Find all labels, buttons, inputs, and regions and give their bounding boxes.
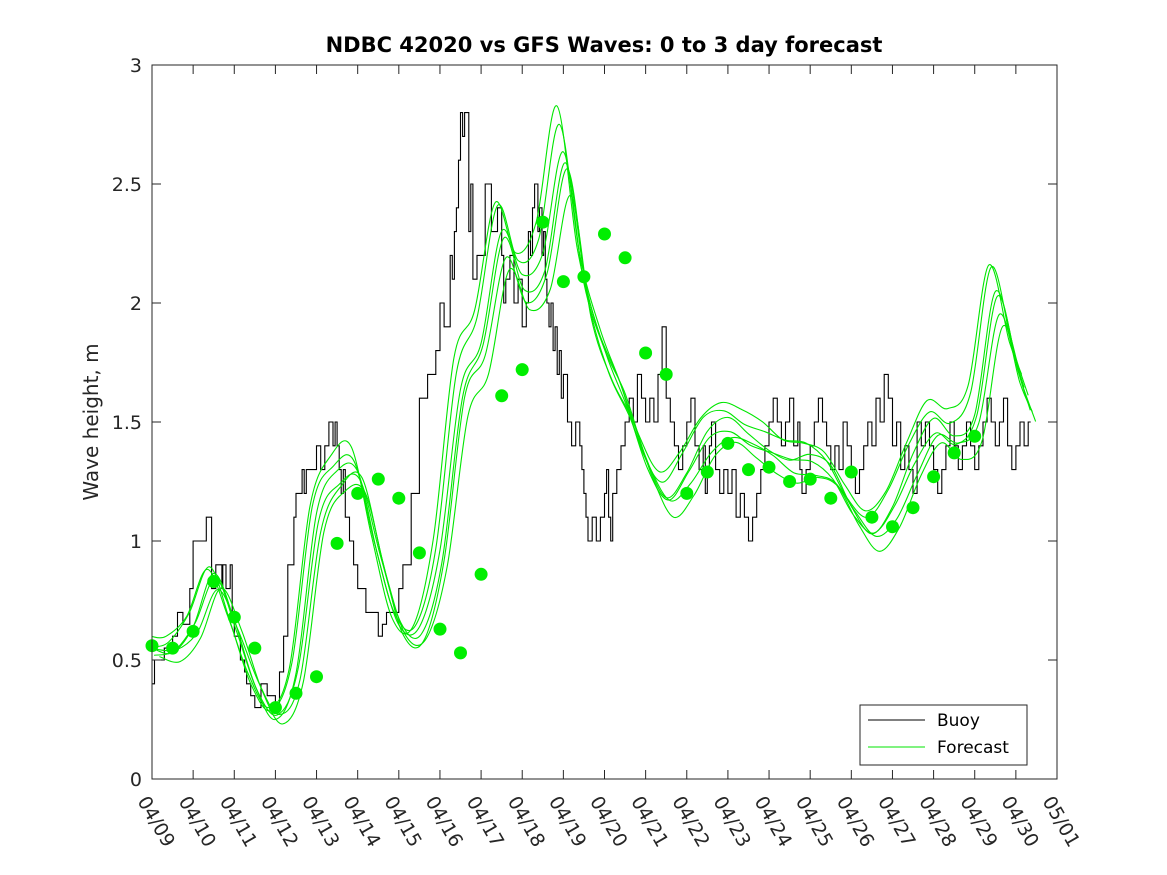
forecast-analysis-point	[166, 641, 180, 655]
y-axis-label: Wave height, m	[79, 343, 103, 500]
forecast-analysis-point	[927, 470, 941, 484]
forecast-analysis-point	[659, 367, 673, 381]
forecast-analysis-point	[577, 270, 591, 284]
forecast-analysis-point	[536, 215, 550, 229]
forecast-analysis-point	[310, 670, 323, 684]
forecast-analysis-point	[618, 251, 632, 265]
forecast-analysis-point	[207, 575, 221, 588]
y-tick-label: 2	[130, 293, 142, 315]
forecast-analysis-point	[803, 472, 817, 486]
forecast-analysis-point	[474, 567, 488, 581]
forecast-analysis-point	[680, 486, 694, 500]
forecast-analysis-point	[844, 465, 858, 479]
legend-buoy-label: Buoy	[937, 711, 980, 731]
forecast-analysis-point	[906, 501, 920, 515]
forecast-analysis-point	[762, 460, 776, 474]
forecast-analysis-point	[556, 275, 570, 289]
y-tick-label: 0.5	[112, 650, 142, 672]
forecast-analysis-point	[186, 624, 200, 638]
forecast-analysis-point	[392, 491, 406, 505]
legend: Buoy Forecast	[859, 704, 1028, 766]
forecast-analysis-point	[351, 486, 365, 500]
chart-title: NDBC 42020 vs GFS Waves: 0 to 3 day fore…	[326, 33, 883, 57]
legend-box	[859, 704, 1028, 766]
forecast-analysis-point	[721, 436, 735, 450]
forecast-analysis-point	[515, 363, 529, 377]
forecast-analysis-point	[330, 536, 344, 550]
forecast-analysis-point	[968, 429, 982, 443]
y-tick-label: 0	[130, 769, 142, 791]
legend-forecast-label: Forecast	[937, 738, 1009, 758]
forecast-analysis-point	[454, 646, 467, 660]
forecast-analysis-point	[495, 389, 509, 403]
forecast-analysis-point	[371, 472, 385, 486]
buoy-series-line	[152, 112, 1031, 709]
y-tick-label: 2.5	[112, 174, 142, 196]
plot-area	[152, 65, 1057, 779]
forecast-analysis-point	[639, 346, 653, 360]
forecast-analysis-point	[433, 622, 447, 636]
forecast-analysis-point	[886, 520, 899, 534]
forecast-analysis-point	[947, 446, 961, 460]
forecast-analysis-point	[742, 463, 755, 477]
forecast-analysis-point	[783, 475, 797, 488]
forecast-analysis-point	[824, 491, 838, 505]
y-tick-label: 1.5	[112, 412, 142, 434]
forecast-analysis-point	[865, 510, 879, 524]
series-layer	[145, 105, 1037, 725]
forecast-series-line-3	[151, 123, 1025, 712]
forecast-analysis-point	[268, 701, 282, 715]
y-tick-label: 3	[130, 55, 142, 77]
forecast-series-line-5	[151, 105, 1023, 709]
forecast-analysis-point	[412, 546, 426, 560]
y-tick-label: 1	[130, 531, 142, 553]
forecast-series-line-6	[153, 162, 1031, 716]
forecast-analysis-point	[289, 686, 303, 700]
forecast-analysis-point	[227, 610, 241, 624]
forecast-analysis-point	[700, 465, 714, 479]
forecast-analysis-point	[598, 227, 611, 241]
forecast-analysis-point	[248, 641, 262, 655]
